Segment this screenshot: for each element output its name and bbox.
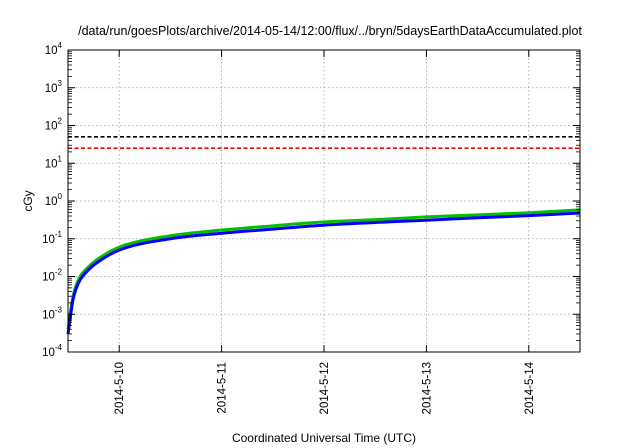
y-tick-base: 10 xyxy=(45,45,58,57)
y-tick-label: 102 xyxy=(45,117,63,133)
y-tick-base: 10 xyxy=(45,83,58,95)
y-tick-label: 10-2 xyxy=(42,268,62,284)
y-tick-exponent: -2 xyxy=(55,268,63,277)
y-axis-label: cGy xyxy=(21,190,35,211)
y-tick-base: 10 xyxy=(42,272,55,284)
series-line-2 xyxy=(66,211,581,335)
y-tick-label: 104 xyxy=(45,41,63,57)
x-tick-label: 2014-5-11 xyxy=(217,362,229,414)
y-tick-exponent: -1 xyxy=(55,230,63,239)
x-tick-label: 2014-5-13 xyxy=(421,362,433,414)
y-tick-base: 10 xyxy=(42,347,55,359)
y-tick-exponent: 3 xyxy=(58,79,63,88)
y-tick-base: 10 xyxy=(45,196,58,208)
x-tick-label: 2014-5-12 xyxy=(319,362,331,414)
x-tick-label: 2014-5-14 xyxy=(524,361,536,414)
y-tick-exponent: 4 xyxy=(58,41,63,50)
series-layer xyxy=(66,136,581,335)
x-axis-ticks: 2014-5-10 2014-5-11 2014-5-12 2014-5-13 2014… xyxy=(114,50,536,414)
y-tick-label: 100 xyxy=(45,192,63,208)
x-axis-label: Coordinated Universal Time (UTC) xyxy=(232,431,416,445)
y-tick-exponent: -4 xyxy=(55,343,63,352)
y-tick-label: 103 xyxy=(45,79,63,95)
y-tick-exponent: 2 xyxy=(58,117,63,126)
y-tick-exponent: 0 xyxy=(58,192,63,201)
y-tick-label: 10-1 xyxy=(42,230,62,246)
y-tick-base: 10 xyxy=(42,309,55,321)
x-tick-label: 2014-5-10 xyxy=(114,362,126,414)
y-tick-exponent: 1 xyxy=(58,154,63,163)
y-tick-exponent: -3 xyxy=(55,305,63,314)
chart-title: /data/run/goesPlots/archive/2014-05-14/1… xyxy=(78,24,582,38)
grid xyxy=(68,50,580,352)
y-tick-label: 10-4 xyxy=(42,343,62,359)
y-tick-base: 10 xyxy=(42,234,55,246)
y-tick-label: 101 xyxy=(45,154,63,170)
y-tick-label: 10-3 xyxy=(42,305,62,321)
y-tick-base: 10 xyxy=(45,121,58,133)
series-line-1 xyxy=(66,208,581,330)
y-tick-base: 10 xyxy=(45,158,58,170)
